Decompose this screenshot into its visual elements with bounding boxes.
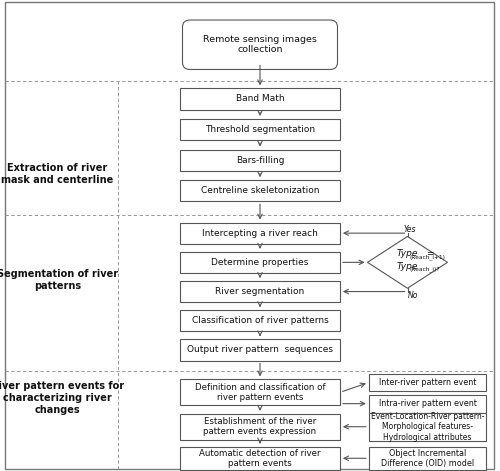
FancyBboxPatch shape [180,119,340,140]
Text: Intercepting a river reach: Intercepting a river reach [202,228,318,238]
Text: Object Incremental
Difference (OID) model: Object Incremental Difference (OID) mode… [381,448,474,468]
FancyBboxPatch shape [180,223,340,244]
Text: Extraction of river
mask and centerline: Extraction of river mask and centerline [2,163,114,185]
Text: River pattern events for
characterizing river
changes: River pattern events for characterizing … [0,382,124,414]
Text: Definition and classification of
river pattern events: Definition and classification of river p… [195,382,325,402]
Text: Classification of river patterns: Classification of river patterns [192,316,328,325]
Text: Establishment of the river
pattern events expression: Establishment of the river pattern event… [204,417,316,437]
FancyBboxPatch shape [180,88,340,110]
FancyBboxPatch shape [369,447,486,470]
Text: Type: Type [396,261,418,271]
Text: Yes: Yes [403,225,416,234]
Text: Bars-filling: Bars-filling [236,155,284,165]
FancyBboxPatch shape [369,395,486,413]
FancyBboxPatch shape [180,310,340,332]
Text: Intra-river pattern event: Intra-river pattern event [378,399,476,408]
FancyBboxPatch shape [180,380,340,405]
Text: Type: Type [396,249,418,259]
Text: Threshold segmentation: Threshold segmentation [205,125,315,134]
FancyBboxPatch shape [180,414,340,440]
FancyBboxPatch shape [369,374,486,391]
Text: (Reach_i)?: (Reach_i)? [409,266,440,272]
FancyBboxPatch shape [5,2,494,469]
Polygon shape [368,236,448,288]
Text: =: = [426,249,434,259]
FancyBboxPatch shape [180,447,340,470]
Text: Remote sensing images
collection: Remote sensing images collection [203,35,317,55]
FancyBboxPatch shape [180,180,340,202]
Text: Event-Location-River pattern-
Morphological features-
Hydrological attributes: Event-Location-River pattern- Morphologi… [371,412,484,442]
FancyBboxPatch shape [182,20,338,69]
Text: (Reach_i+1): (Reach_i+1) [409,254,445,260]
Text: Output river pattern  sequences: Output river pattern sequences [187,345,333,355]
Text: No: No [408,291,418,300]
FancyBboxPatch shape [180,339,340,361]
Text: River segmentation: River segmentation [216,287,304,296]
Text: Band Math: Band Math [236,94,284,104]
Text: Segmentation of river
patterns: Segmentation of river patterns [0,269,118,291]
Text: Centreline skeletonization: Centreline skeletonization [201,186,320,195]
Text: Determine properties: Determine properties [212,258,308,267]
FancyBboxPatch shape [369,413,486,441]
FancyBboxPatch shape [180,252,340,273]
FancyBboxPatch shape [180,149,340,171]
FancyBboxPatch shape [180,281,340,302]
Text: Inter-river pattern event: Inter-river pattern event [379,378,476,387]
Text: Automatic detection of river
pattern events: Automatic detection of river pattern eve… [199,448,321,468]
